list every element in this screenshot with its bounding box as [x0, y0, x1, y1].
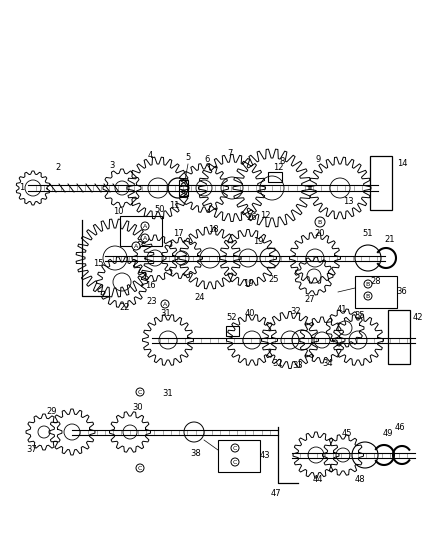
- Text: 42: 42: [413, 313, 423, 322]
- Bar: [218, 440, 260, 472]
- Text: 35: 35: [355, 311, 365, 320]
- Text: 48: 48: [355, 474, 365, 483]
- Text: 33: 33: [293, 361, 304, 370]
- Text: 43: 43: [260, 451, 270, 461]
- Text: 37: 37: [27, 446, 37, 455]
- Text: 11: 11: [169, 201, 179, 211]
- Bar: [179, 180, 188, 196]
- Text: 31: 31: [161, 310, 171, 319]
- Text: 29: 29: [47, 408, 57, 416]
- Circle shape: [231, 444, 239, 452]
- Text: C: C: [138, 390, 142, 394]
- Text: 27: 27: [305, 295, 315, 304]
- Circle shape: [364, 292, 372, 300]
- Circle shape: [141, 234, 149, 242]
- Text: 10: 10: [113, 207, 123, 216]
- Bar: [355, 276, 397, 308]
- Text: 23: 23: [147, 297, 157, 306]
- Circle shape: [136, 388, 144, 396]
- Text: 4: 4: [147, 151, 152, 160]
- Text: 6: 6: [204, 156, 210, 165]
- Bar: [120, 216, 162, 246]
- Text: 3: 3: [110, 160, 115, 169]
- Text: 15: 15: [93, 259, 103, 268]
- Text: 49: 49: [383, 429, 393, 438]
- Text: 13: 13: [343, 198, 353, 206]
- Text: 28: 28: [371, 278, 381, 287]
- Text: 7: 7: [227, 149, 233, 158]
- Text: 30: 30: [133, 403, 143, 413]
- Circle shape: [136, 464, 144, 472]
- Text: 41: 41: [337, 305, 347, 314]
- Text: 25: 25: [269, 276, 279, 285]
- Text: 38: 38: [191, 449, 201, 458]
- Text: 24: 24: [195, 294, 205, 303]
- Text: 40: 40: [245, 310, 255, 319]
- Text: 32: 32: [273, 359, 283, 368]
- Text: 19: 19: [243, 279, 253, 288]
- Text: 2: 2: [55, 164, 60, 173]
- Text: B: B: [366, 294, 370, 298]
- Text: 12: 12: [273, 164, 283, 173]
- Text: 32: 32: [291, 308, 301, 317]
- Text: B: B: [366, 281, 370, 287]
- Circle shape: [132, 242, 140, 250]
- Circle shape: [364, 280, 372, 288]
- Text: 16: 16: [145, 281, 155, 290]
- Text: 17: 17: [173, 230, 184, 238]
- Bar: [268, 172, 282, 182]
- Circle shape: [231, 458, 239, 466]
- Text: 12: 12: [260, 212, 270, 221]
- Circle shape: [315, 217, 325, 227]
- Text: C: C: [233, 459, 237, 464]
- Circle shape: [161, 300, 169, 308]
- Text: 9: 9: [315, 156, 321, 165]
- Text: 19: 19: [253, 238, 263, 246]
- Text: 26: 26: [247, 214, 257, 222]
- Text: C: C: [138, 465, 142, 471]
- Text: A: A: [134, 244, 138, 248]
- Text: A: A: [163, 302, 167, 306]
- Text: 22: 22: [120, 303, 130, 312]
- Text: 5: 5: [185, 154, 191, 163]
- Text: 18: 18: [208, 225, 218, 235]
- Text: 8: 8: [279, 157, 285, 166]
- Text: 21: 21: [385, 236, 395, 245]
- Text: 52: 52: [227, 313, 237, 322]
- Text: A: A: [143, 223, 147, 229]
- Text: 47: 47: [271, 489, 281, 497]
- Text: 20: 20: [315, 230, 325, 238]
- Text: 14: 14: [397, 159, 407, 168]
- Text: 44: 44: [313, 474, 323, 483]
- Text: 50: 50: [155, 206, 165, 214]
- Text: 36: 36: [397, 287, 407, 296]
- Text: B: B: [318, 220, 322, 224]
- Text: A: A: [143, 236, 147, 240]
- Text: C: C: [233, 446, 237, 450]
- Text: 51: 51: [363, 230, 373, 238]
- Text: 1: 1: [19, 183, 25, 192]
- Text: 46: 46: [395, 423, 405, 432]
- Text: 34: 34: [323, 359, 333, 368]
- Bar: [226, 326, 239, 336]
- Text: 45: 45: [342, 429, 352, 438]
- Text: 31: 31: [162, 390, 173, 399]
- Circle shape: [141, 222, 149, 230]
